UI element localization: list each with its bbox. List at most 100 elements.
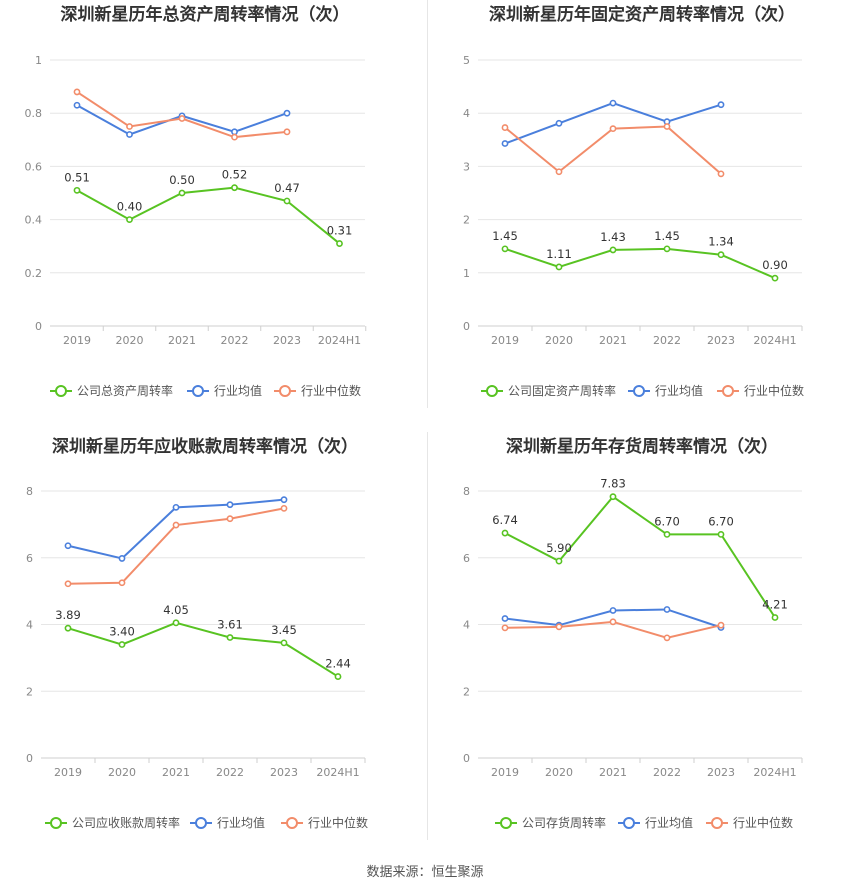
data-label: 6.70 [708,514,734,528]
legend-marker [192,385,204,397]
legend-label: 行业均值 [217,815,265,830]
legend-marker [500,817,512,829]
data-point [609,607,617,614]
x-tick-label: 2021 [599,766,627,779]
x-tick-label: 2022 [221,334,249,347]
data-label: 3.61 [217,618,243,632]
x-tick-label: 2024H1 [318,334,361,347]
y-tick-label: 0 [35,320,42,333]
data-label: 0.47 [274,181,300,195]
legend-marker [286,817,298,829]
data-label: 3.40 [109,625,135,639]
data-label: 0.40 [117,200,143,214]
legend-label: 行业中位数 [744,383,804,398]
data-point [334,673,342,680]
data-point [226,515,234,523]
y-tick-label: 1 [35,54,42,67]
x-tick-label: 2020 [545,766,573,779]
y-tick-label: 0.2 [25,267,43,280]
x-tick-label: 2024H1 [753,334,796,347]
x-tick-label: 2020 [116,334,144,347]
data-point [280,504,288,512]
data-point [280,496,288,504]
data-label: 1.45 [654,229,680,243]
data-point [226,634,234,641]
y-tick-label: 2 [463,214,470,227]
x-tick-label: 2023 [273,334,301,347]
series-line-1 [76,186,341,245]
x-tick-label: 2021 [162,766,190,779]
chart-title: 深圳新星历年应收账款周转率情况（次） [52,436,358,457]
legend-label: 公司应收账款周转率 [72,815,180,830]
data-label: 1.34 [708,235,734,249]
legend-marker [55,385,67,397]
data-label: 7.83 [600,477,626,491]
legend-label: 公司固定资产周转率 [508,383,616,398]
data-point [771,274,779,282]
data-point [663,634,671,642]
data-point [501,245,509,253]
data-point [231,184,238,192]
data-point [663,606,671,613]
data-label: 5.90 [546,541,572,555]
data-point [609,618,617,626]
chart-3: 深圳新星历年应收账款周转率情况（次） 0 2 4 6 8 2019 2020 2021 2022 2… [26,436,368,830]
data-label: 4.05 [163,603,189,617]
data-label: 4.21 [762,597,788,611]
data-point [501,529,509,537]
legend-marker [623,817,635,829]
data-point [609,99,617,107]
chart-title: 深圳新星历年存货周转率情况（次） [506,436,778,457]
legend-label: 行业中位数 [308,815,368,830]
series-line-1 [504,247,776,280]
data-point [73,186,81,194]
data-point [73,88,81,96]
legend-marker [633,385,645,397]
data-point [172,619,180,627]
x-tick-label: 2023 [707,334,735,347]
data-source-footer: 数据来源：恒生聚源 [366,865,484,880]
x-tick-label: 2022 [653,334,681,347]
legend-label: 公司存货周转率 [522,815,606,830]
data-point [663,245,671,253]
legend-marker [486,385,498,397]
data-point [609,493,617,501]
data-point [501,615,509,622]
x-tick-label: 2024H1 [753,766,796,779]
x-tick-label: 2020 [545,334,573,347]
data-point [336,240,343,247]
legend-marker [711,817,723,829]
data-point [717,251,725,259]
data-point [126,123,133,130]
y-tick-label: 2 [26,685,33,698]
y-tick-label: 0.4 [25,214,43,227]
data-label: 3.45 [271,623,297,637]
data-point [118,579,126,587]
y-tick-label: 4 [463,107,470,120]
y-tick-label: 8 [463,485,470,498]
data-label: 0.50 [169,173,195,187]
data-point [231,133,238,141]
data-point [501,124,509,131]
legend-marker [279,385,291,397]
chart-2: 深圳新星历年固定资产周转率情况（次） 0 1 2 3 4 5 2019 2020 2021 2022… [463,4,804,398]
vertical-divider-top [427,0,428,408]
x-tick-label: 2020 [108,766,136,779]
legend-label: 行业均值 [214,383,262,398]
data-label: 0.51 [64,170,90,184]
data-label: 0.31 [327,224,353,238]
x-tick-label: 2024H1 [316,766,359,779]
x-tick-label: 2019 [63,334,91,347]
data-point [717,170,725,178]
y-tick-label: 5 [463,54,470,67]
legend-marker [50,817,62,829]
data-point [283,128,291,136]
data-point [663,530,671,538]
legend-marker [195,817,207,829]
chart-1: 深圳新星历年总资产周转率情况（次） 0 0.2 0.4 0.6 0.8 1 2019 2020 2… [25,4,367,398]
data-point [555,119,563,127]
x-tick-label: 2021 [168,334,196,347]
data-point [555,263,563,271]
data-label: 1.45 [492,229,518,243]
x-tick-label: 2019 [491,766,519,779]
